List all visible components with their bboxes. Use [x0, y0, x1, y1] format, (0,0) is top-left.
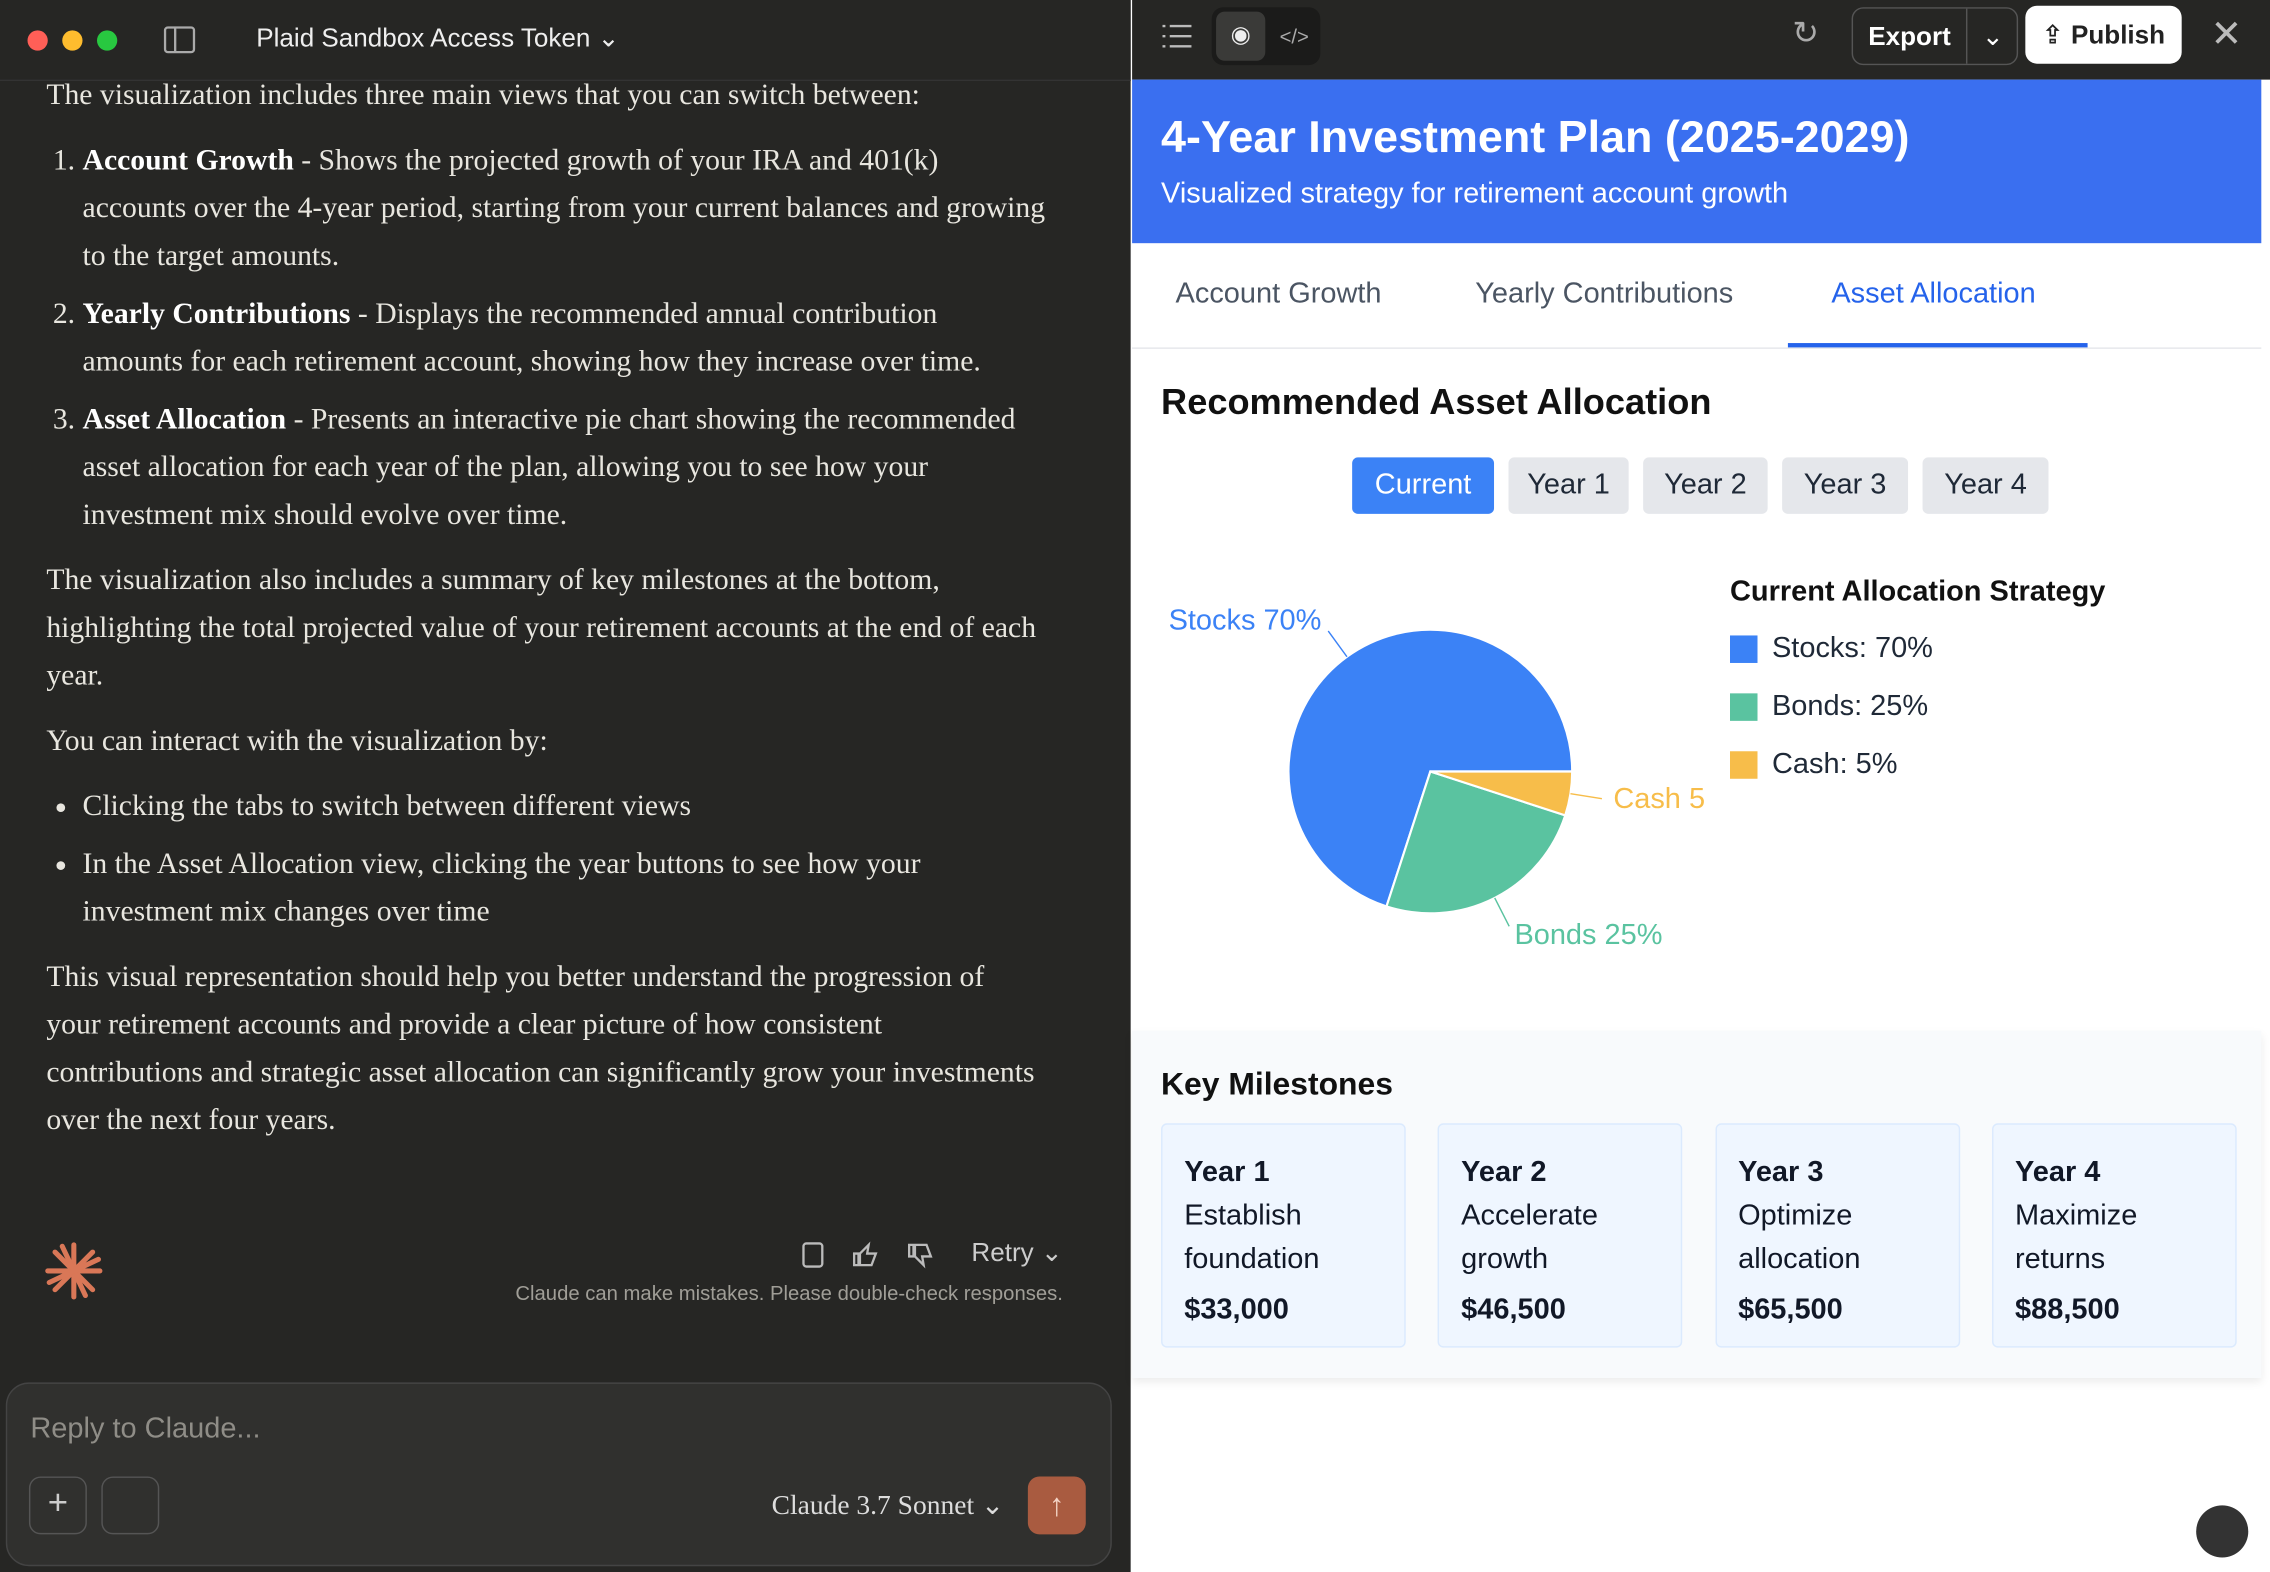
retry-label: Retry — [971, 1237, 1034, 1267]
milestones-heading: Key Milestones — [1161, 1065, 1393, 1102]
export-button[interactable]: Export — [1868, 20, 1951, 50]
milestone-text: Accelerate growth — [1461, 1199, 1598, 1276]
tools-button[interactable] — [101, 1476, 160, 1535]
milestone-card: Year 1 Establish foundation $33,000 — [1161, 1123, 1406, 1348]
chat-pane: Plaid Sandbox Access Token ⌄ The visuali… — [0, 0, 1131, 1572]
artifact-toolbar: ◉ </> ↻ Export ⌄ ⇪ Publish ✕ — [1132, 0, 2270, 80]
legend-title: Current Allocation Strategy — [1730, 576, 2106, 608]
chat-title[interactable]: Plaid Sandbox Access Token ⌄ — [256, 23, 620, 53]
view-text: - Displays the recommended annual contri… — [82, 298, 981, 378]
message-actions[interactable] — [799, 1239, 958, 1271]
list-item: Yearly Contributions - Displays the reco… — [83, 291, 1046, 387]
legend-label: Stocks: 70% — [1771, 632, 1933, 665]
list-item: Account Growth - Shows the projected gro… — [83, 138, 1046, 281]
view-name: Yearly Contributions — [82, 298, 351, 331]
tab-active[interactable]: Asset Allocation — [1831, 277, 2036, 310]
view-text: - Presents an interactive pie chart show… — [82, 403, 1016, 532]
view-list: Account Growth - Shows the projected gro… — [46, 138, 1046, 540]
view-text: - Shows the projected growth of your IRA… — [82, 144, 1046, 273]
legend-entry: Cash: 5% — [1730, 748, 1898, 781]
legend-label: Bonds: 25% — [1771, 690, 1929, 723]
tab[interactable]: Yearly Contributions — [1475, 277, 1734, 310]
year-button[interactable]: Year 2 — [1643, 457, 1768, 514]
legend-swatch — [1730, 635, 1758, 663]
export-group: Export ⌄ — [1851, 7, 2019, 66]
legend-label: Cash: 5% — [1771, 748, 1898, 781]
publish-label: Publish — [2070, 19, 2166, 49]
chat-title-text: Plaid Sandbox Access Token — [256, 23, 591, 53]
sidebar-toggle[interactable] — [163, 26, 196, 55]
send-button[interactable]: ↑ — [1027, 1476, 1086, 1535]
artifact-pane: ◉ </> ↻ Export ⌄ ⇪ Publish ✕ 4-Year Inve… — [1132, 0, 2270, 1572]
legend-swatch — [1730, 693, 1758, 721]
milestone-amount: $88,500 — [2015, 1294, 2120, 1326]
paragraph: This visual representation should help y… — [46, 961, 1035, 1137]
year-button[interactable]: Year 3 — [1782, 457, 1909, 514]
add-button[interactable]: + — [28, 1476, 87, 1535]
paragraph: The visualization also includes a summar… — [46, 564, 1037, 692]
artifact-header: 4-Year Investment Plan (2025-2029) Visua… — [1132, 79, 2262, 244]
export-menu[interactable]: ⌄ — [1965, 8, 2018, 64]
artifact-title: 4-Year Investment Plan (2025-2029) — [1161, 111, 1910, 163]
tab-divider — [1132, 347, 2262, 349]
help-button[interactable] — [2196, 1505, 2249, 1558]
model-name: Claude 3.7 Sonnet — [771, 1490, 975, 1522]
publish-button[interactable]: ⇪ Publish — [2025, 5, 2182, 64]
milestone-year: Year 4 — [2015, 1156, 2101, 1189]
bullet-list: Clicking the tabs to switch between diff… — [46, 783, 1045, 936]
tab[interactable]: Account Growth — [1175, 277, 1382, 310]
milestone-text: Optimize allocation — [1738, 1199, 1861, 1276]
year-button[interactable]: Year 4 — [1922, 457, 2049, 514]
milestone-amount: $33,000 — [1184, 1294, 1289, 1326]
code-toggle[interactable]: </> — [1279, 24, 1309, 48]
view-name: Account Growth — [82, 144, 294, 177]
milestone-amount: $46,500 — [1461, 1294, 1566, 1326]
window-controls[interactable] — [26, 29, 130, 52]
paragraph: The visualization includes three main vi… — [46, 79, 920, 112]
milestone-card: Year 3 Optimize allocation $65,500 — [1714, 1123, 1960, 1348]
legend-swatch — [1730, 751, 1758, 779]
view-toggle[interactable]: ◉ </> — [1211, 7, 1321, 66]
close-button[interactable]: ✕ — [2210, 11, 2243, 56]
title-bar: Plaid Sandbox Access Token ⌄ — [0, 0, 1131, 82]
year-button-active[interactable]: Current — [1352, 457, 1495, 514]
list-item: In the Asset Allocation view, clicking t… — [83, 841, 1046, 937]
list-item: Clicking the tabs to switch between diff… — [83, 783, 1046, 831]
milestone-year: Year 1 — [1184, 1156, 1270, 1189]
section-heading: Recommended Asset Allocation — [1161, 382, 1712, 423]
claude-logo — [45, 1242, 103, 1300]
milestone-card: Year 2 Accelerate growth $46,500 — [1437, 1123, 1683, 1348]
milestone-text: Maximize returns — [2015, 1199, 2138, 1276]
disclaimer: Claude can make mistakes. Please double-… — [515, 1281, 1063, 1305]
legend-entry: Stocks: 70% — [1730, 633, 1933, 666]
milestone-amount: $65,500 — [1738, 1294, 1843, 1326]
paragraph: You can interact with the visualization … — [46, 725, 548, 758]
list-item: Asset Allocation - Presents an interacti… — [83, 397, 1046, 540]
year-button[interactable]: Year 1 — [1508, 457, 1629, 514]
refresh-button[interactable]: ↻ — [1792, 14, 1819, 51]
model-picker[interactable]: Claude 3.7 Sonnet ⌄ — [771, 1490, 1005, 1522]
input-box: Reply to Claude... + Claude 3.7 Sonnet ⌄… — [5, 1382, 1112, 1567]
legend-entry: Bonds: 25% — [1730, 690, 1928, 723]
milestone-year: Year 3 — [1738, 1156, 1824, 1189]
input-placeholder[interactable]: Reply to Claude... — [30, 1412, 261, 1445]
milestone-year: Year 2 — [1461, 1156, 1547, 1189]
milestone-text: Establish foundation — [1184, 1199, 1320, 1276]
list-icon[interactable] — [1161, 22, 1193, 51]
retry-button[interactable]: Retry ⌄ — [971, 1237, 1063, 1267]
artifact-subtitle: Visualized strategy for retirement accou… — [1161, 178, 1789, 210]
milestone-card: Year 4 Maximize returns $88,500 — [1991, 1123, 2237, 1348]
tab-indicator — [1787, 343, 2088, 348]
view-name: Asset Allocation — [82, 403, 287, 436]
preview-toggle[interactable]: ◉ — [1216, 11, 1266, 61]
message: The visualization includes three main vi… — [46, 72, 1045, 1162]
